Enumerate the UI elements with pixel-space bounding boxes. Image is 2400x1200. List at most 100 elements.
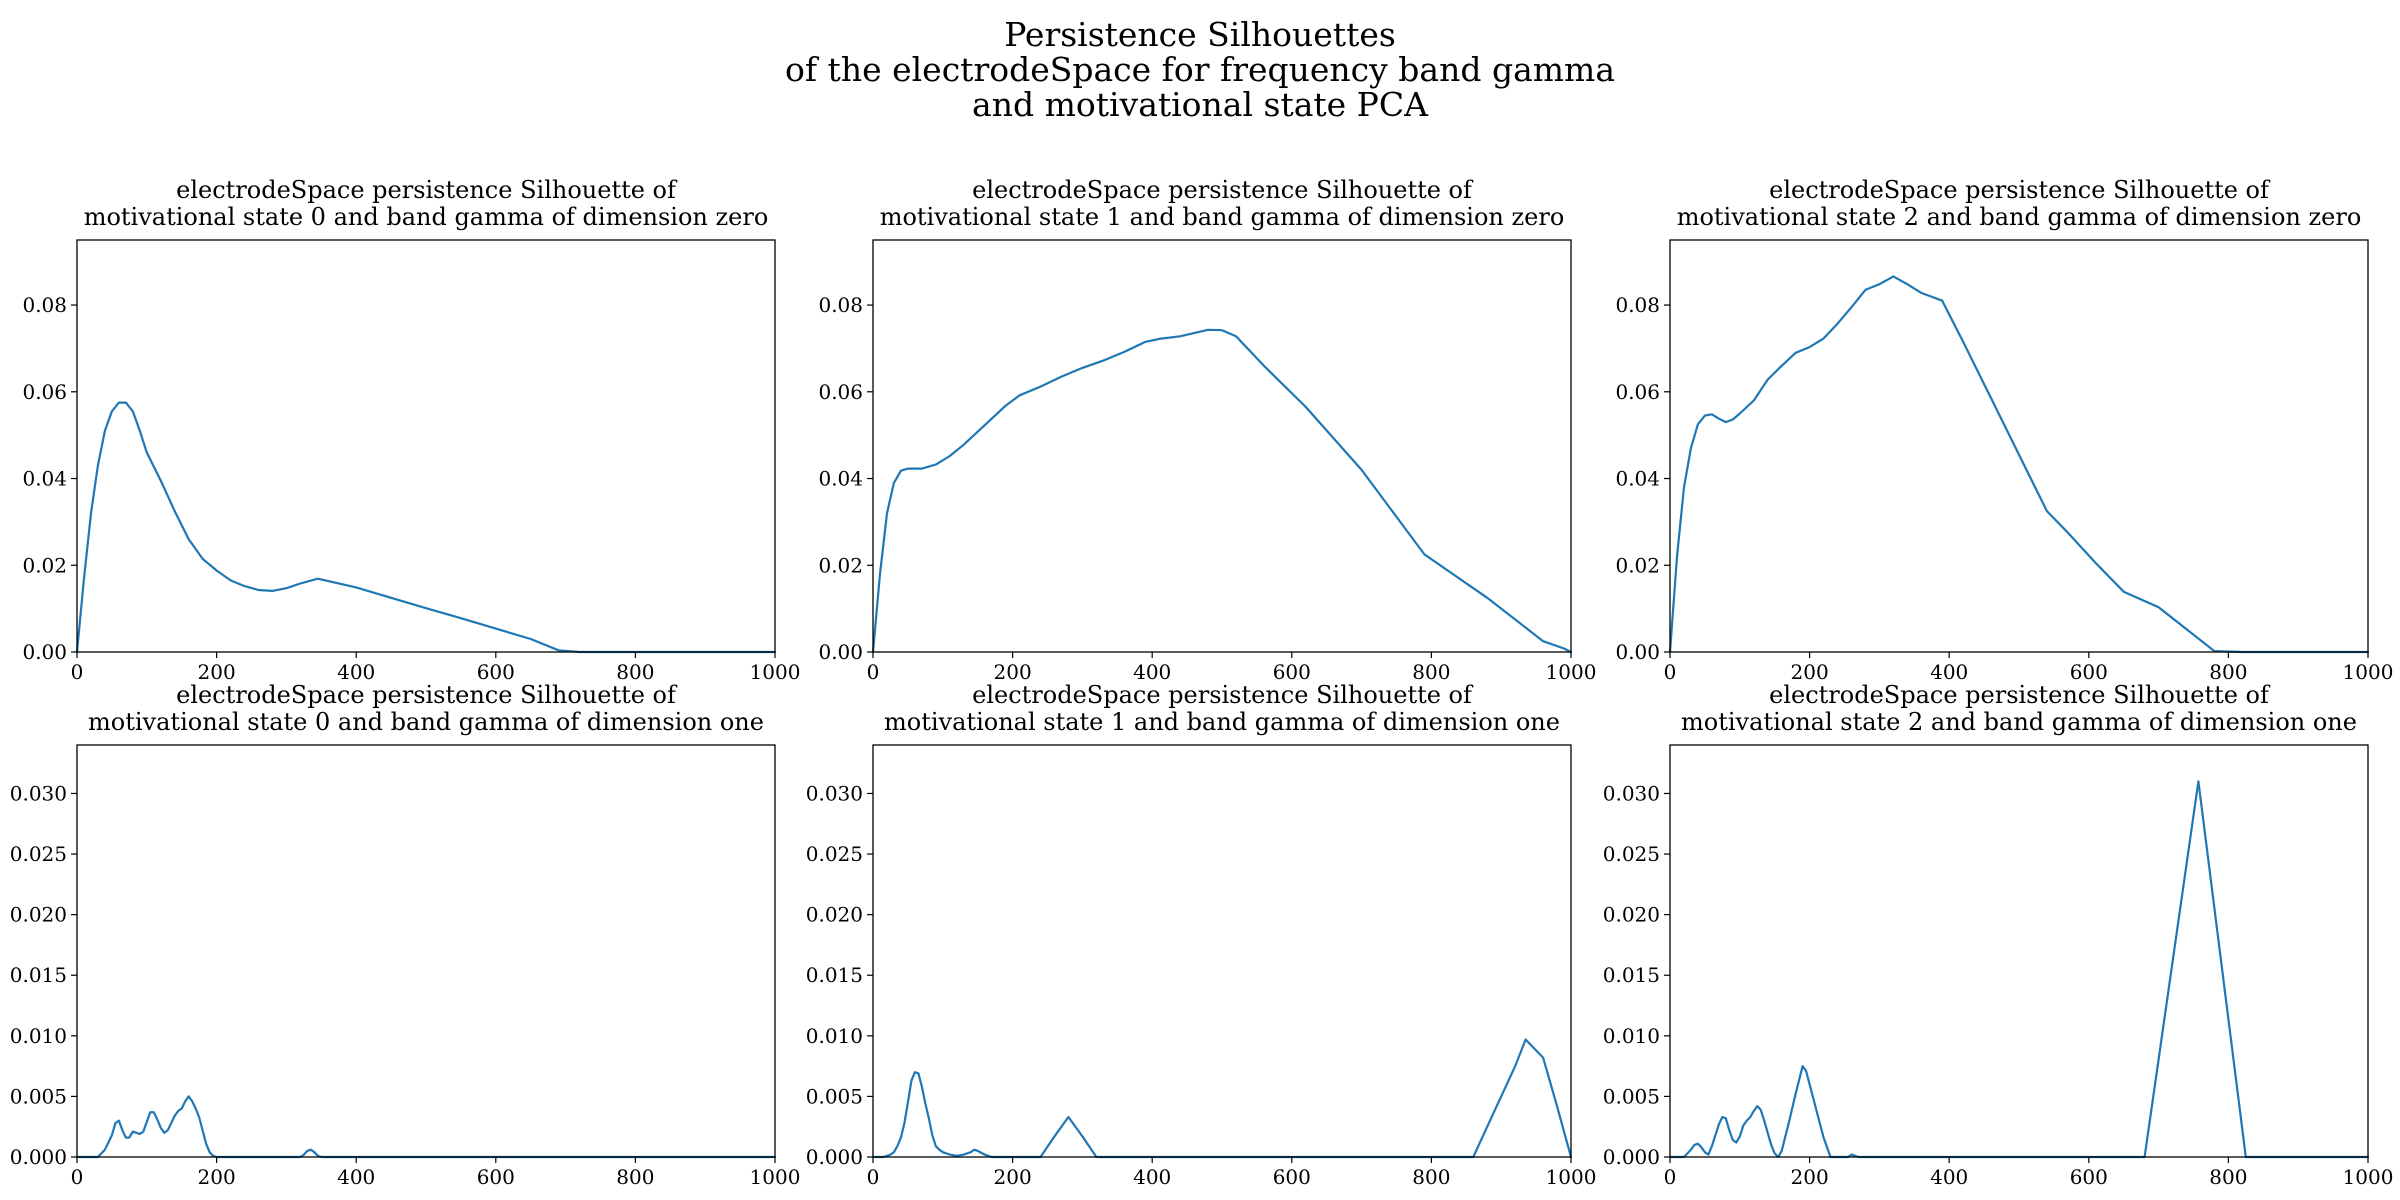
x-tick-label: 1000 [2343, 660, 2394, 684]
y-tick-label: 0.02 [1615, 553, 1660, 577]
x-tick-label: 600 [1273, 660, 1311, 684]
x-tick-label: 800 [616, 660, 654, 684]
x-tick-label: 200 [1791, 660, 1829, 684]
x-tick-label: 0 [1664, 660, 1677, 684]
y-tick-label: 0.08 [1615, 293, 1660, 317]
x-tick-label: 600 [2070, 1165, 2108, 1189]
y-tick-label: 0.030 [1603, 781, 1660, 805]
subplot-6: electrodeSpace persistence Silhouette of… [1603, 681, 2394, 1189]
x-tick-label: 600 [1273, 1165, 1311, 1189]
y-tick-label: 0.030 [10, 781, 67, 805]
x-tick-label: 800 [616, 1165, 654, 1189]
silhouette-line [1668, 780, 2370, 1159]
suptitle-line-3: and motivational state PCA [972, 85, 1429, 124]
subplot-title-line-1: electrodeSpace persistence Silhouette of [176, 681, 678, 709]
y-tick-label: 0.015 [1603, 963, 1660, 987]
y-tick-label: 0.00 [1615, 640, 1660, 664]
x-tick-label: 1000 [750, 660, 801, 684]
y-tick-label: 0.025 [10, 842, 67, 866]
y-tick-label: 0.020 [806, 903, 863, 927]
x-tick-label: 400 [1930, 1165, 1968, 1189]
axes-frame [76, 239, 776, 653]
y-tick-label: 0.005 [806, 1084, 863, 1108]
y-tick-label: 0.005 [10, 1084, 67, 1108]
x-tick-label: 400 [337, 660, 375, 684]
x-tick-label: 200 [994, 660, 1032, 684]
x-tick-label: 600 [477, 1165, 515, 1189]
y-tick-label: 0.04 [818, 467, 863, 491]
y-tick-label: 0.015 [10, 963, 67, 987]
suptitle-line-2: of the electrodeSpace for frequency band… [785, 50, 1615, 89]
x-tick-label: 800 [1412, 1165, 1450, 1189]
axes-frame [872, 744, 1572, 1158]
subplot-5: electrodeSpace persistence Silhouette of… [806, 681, 1597, 1189]
x-tick-label: 200 [198, 1165, 236, 1189]
x-tick-label: 0 [71, 1165, 84, 1189]
subplot-1: electrodeSpace persistence Silhouette of… [22, 176, 800, 684]
silhouette-line [1668, 275, 2370, 654]
silhouette-line [75, 401, 777, 654]
y-tick-label: 0.00 [818, 640, 863, 664]
y-tick-label: 0.02 [818, 553, 863, 577]
figure-suptitle: Persistence Silhouettes of the electrode… [785, 15, 1615, 124]
subplot-title-line-2: motivational state 1 and band gamma of d… [884, 708, 1560, 736]
axes-frame [1669, 744, 2369, 1158]
silhouette-line [75, 1095, 777, 1159]
y-tick-label: 0.06 [22, 380, 67, 404]
x-tick-label: 600 [2070, 660, 2108, 684]
y-tick-label: 0.000 [806, 1145, 863, 1169]
x-tick-label: 800 [2209, 1165, 2247, 1189]
y-tick-label: 0.02 [22, 553, 67, 577]
y-tick-label: 0.010 [10, 1024, 67, 1048]
x-tick-label: 1000 [1546, 1165, 1597, 1189]
x-tick-label: 800 [2209, 660, 2247, 684]
axes-frame [1669, 239, 2369, 653]
y-tick-label: 0.00 [22, 640, 67, 664]
x-tick-label: 600 [477, 660, 515, 684]
subplot-title-line-2: motivational state 2 and band gamma of d… [1681, 708, 2357, 736]
y-tick-label: 0.030 [806, 781, 863, 805]
x-tick-label: 200 [198, 660, 236, 684]
subplot-title-line-2: motivational state 2 and band gamma of d… [1677, 203, 2362, 231]
x-tick-label: 0 [71, 660, 84, 684]
silhouette-line [871, 328, 1573, 654]
x-tick-label: 0 [1664, 1165, 1677, 1189]
y-tick-label: 0.015 [806, 963, 863, 987]
x-tick-label: 1000 [750, 1165, 801, 1189]
y-tick-label: 0.010 [806, 1024, 863, 1048]
subplot-title-line-2: motivational state 0 and band gamma of d… [88, 708, 764, 736]
y-tick-label: 0.04 [1615, 467, 1660, 491]
y-tick-label: 0.000 [10, 1145, 67, 1169]
x-tick-label: 1000 [2343, 1165, 2394, 1189]
x-tick-label: 400 [337, 1165, 375, 1189]
axes-frame [76, 744, 776, 1158]
y-tick-label: 0.025 [806, 842, 863, 866]
x-tick-label: 200 [1791, 1165, 1829, 1189]
subplot-title-line-1: electrodeSpace persistence Silhouette of [1769, 681, 2271, 709]
subplot-4: electrodeSpace persistence Silhouette of… [10, 681, 801, 1189]
y-tick-label: 0.010 [1603, 1024, 1660, 1048]
y-tick-label: 0.025 [1603, 842, 1660, 866]
y-tick-label: 0.08 [22, 293, 67, 317]
subplot-2: electrodeSpace persistence Silhouette of… [818, 176, 1596, 684]
x-tick-label: 400 [1930, 660, 1968, 684]
y-tick-label: 0.04 [22, 467, 67, 491]
subplot-title-line-2: motivational state 0 and band gamma of d… [84, 203, 769, 231]
suptitle-line-1: Persistence Silhouettes [1004, 15, 1396, 54]
subplot-grid: electrodeSpace persistence Silhouette of… [10, 176, 2394, 1189]
y-tick-label: 0.005 [1603, 1084, 1660, 1108]
subplot-title-line-1: electrodeSpace persistence Silhouette of [972, 176, 1474, 204]
x-tick-label: 0 [867, 1165, 880, 1189]
subplot-title-line-1: electrodeSpace persistence Silhouette of [1769, 176, 2271, 204]
y-tick-label: 0.020 [10, 903, 67, 927]
subplot-3: electrodeSpace persistence Silhouette of… [1615, 176, 2393, 684]
x-tick-label: 400 [1133, 1165, 1171, 1189]
axes-frame [872, 239, 1572, 653]
subplot-title-line-1: electrodeSpace persistence Silhouette of [972, 681, 1474, 709]
x-tick-label: 0 [867, 660, 880, 684]
x-tick-label: 400 [1133, 660, 1171, 684]
x-tick-label: 200 [994, 1165, 1032, 1189]
y-tick-label: 0.06 [818, 380, 863, 404]
subplot-title-line-1: electrodeSpace persistence Silhouette of [176, 176, 678, 204]
